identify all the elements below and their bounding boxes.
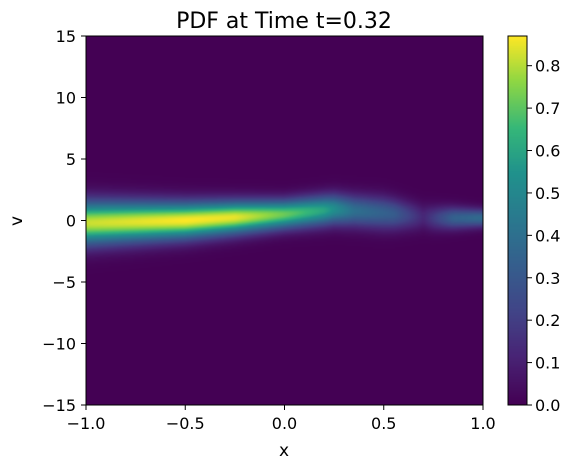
colorbar-tick-label: 0.7 <box>535 99 560 118</box>
y-tick-label: 15 <box>56 27 76 46</box>
colorbar-tick-label: 0.8 <box>535 57 560 76</box>
chart-title: PDF at Time t=0.32 <box>176 9 392 34</box>
colorbar-tick-label: 0.4 <box>535 226 560 245</box>
x-tick-label: 1.0 <box>470 414 495 433</box>
x-tick-label: 0.5 <box>371 414 396 433</box>
y-tick-label: −5 <box>52 273 76 292</box>
x-axis: −1.0 −0.5 0.0 0.5 1.0 <box>67 405 496 433</box>
y-axis-label: v <box>7 216 27 226</box>
colorbar-frame <box>507 35 528 406</box>
y-tick-label: 5 <box>66 150 76 169</box>
x-axis-label: x <box>279 441 289 461</box>
y-tick-label: −15 <box>42 396 76 415</box>
colorbar-tick-label: 0.3 <box>535 269 560 288</box>
y-tick-label: −10 <box>42 335 76 354</box>
colorbar-gradient <box>508 36 527 405</box>
colorbar-tick-label: 0.1 <box>535 354 560 373</box>
x-tick-label: −1.0 <box>67 414 106 433</box>
y-tick-label: 10 <box>56 89 76 108</box>
y-axis: −15 −10 −5 0 5 10 15 <box>42 27 86 415</box>
heatmap-image <box>86 36 483 405</box>
colorbar-tick-label: 0.0 <box>535 396 560 415</box>
colorbar-tick-label: 0.2 <box>535 311 560 330</box>
colorbar: 0.0 0.1 0.2 0.3 0.4 0.5 0.6 0.7 0.8 <box>507 35 560 415</box>
y-tick-label: 0 <box>66 212 76 231</box>
colorbar-tick-label: 0.5 <box>535 184 560 203</box>
heatmap-plot-area <box>85 35 484 406</box>
colorbar-ticks: 0.0 0.1 0.2 0.3 0.4 0.5 0.6 0.7 0.8 <box>527 57 560 415</box>
colorbar-tick-label: 0.6 <box>535 142 560 161</box>
x-tick-label: −0.5 <box>166 414 205 433</box>
x-tick-label: 0.0 <box>272 414 297 433</box>
